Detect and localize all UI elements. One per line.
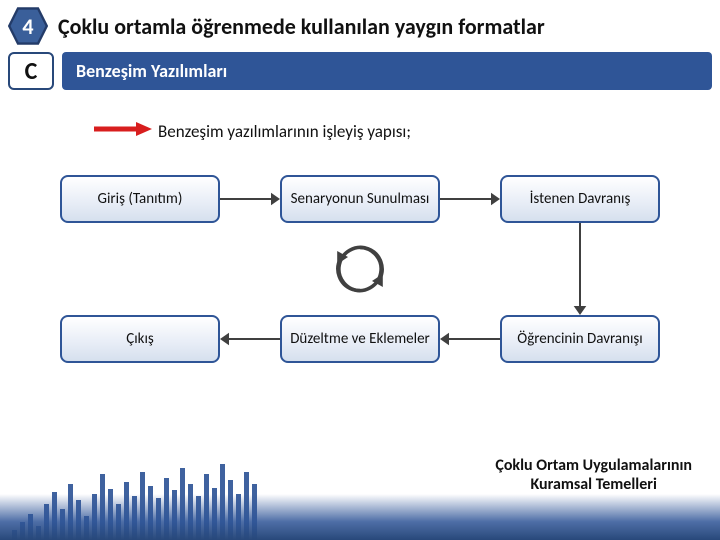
footer-line2: Kuramsal Temelleri: [530, 475, 656, 494]
section-letter-badge: C: [8, 52, 54, 90]
flow-node-desired: İstenen Davranış: [500, 175, 660, 223]
page-title: Çoklu ortamla öğrenmede kullanılan yaygı…: [58, 13, 545, 40]
flow-node-intro_node: Giriş (Tanıtım): [60, 175, 220, 223]
intro-row: Benzeşim yazılımlarının işleyiş yapısı;: [92, 120, 720, 143]
step-hexagon-badge: 4: [8, 6, 48, 46]
flow-connector-right: [220, 190, 280, 208]
section-title-bar: Benzeşim Yazılımları: [62, 52, 712, 90]
intro-arrow-icon: [92, 120, 152, 143]
footer-line1: Çoklu Ortam Uygulamalarının: [495, 456, 692, 475]
cycle-icon: [330, 239, 390, 299]
flow-node-correction: Düzeltme ve Eklemeler: [280, 315, 440, 363]
flow-connector-down: [571, 223, 589, 315]
flow-node-learner: Öğrencinin Davranışı: [500, 315, 660, 363]
flowchart: Giriş (Tanıtım) Senaryonun Sunulması İsten…: [40, 165, 680, 395]
intro-text: Benzeşim yazılımlarının işleyiş yapısı;: [158, 121, 411, 142]
footer-caption: Çoklu Ortam Uygulamalarının Kuramsal Tem…: [495, 457, 692, 494]
flow-node-scenario: Senaryonun Sunulması: [280, 175, 440, 223]
section-subheader: C Benzeşim Yazılımları: [8, 52, 712, 90]
step-number: 4: [8, 6, 48, 46]
flow-connector-left: [440, 330, 500, 348]
flow-connector-left: [220, 330, 280, 348]
flow-connector-right: [440, 190, 500, 208]
slide-footer: Çoklu Ortam Uygulamalarının Kuramsal Tem…: [0, 420, 720, 540]
footer-gradient: [0, 494, 720, 540]
flow-node-exit: Çıkış: [60, 315, 220, 363]
slide-header: 4 Çoklu ortamla öğrenmede kullanılan yay…: [0, 0, 720, 48]
